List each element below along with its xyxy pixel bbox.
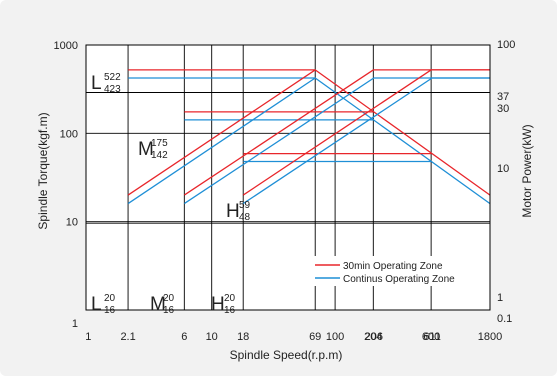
gear-upper-value: 20 <box>163 293 175 304</box>
x-tick-label: 600 <box>422 331 440 343</box>
x-tick-label: 100 <box>326 331 344 343</box>
x-tick-label: 69 <box>309 331 321 343</box>
x-tick-label: 204 <box>364 331 382 343</box>
legend-label: Continus Operating Zone <box>343 274 455 285</box>
gear-upper-value: 20 <box>104 293 116 304</box>
gear-lower-value: 16 <box>163 305 175 316</box>
legend: 30min Operating Zone Continus Operating Z… <box>312 256 476 286</box>
gear-lower-value: 48 <box>239 212 251 223</box>
x-tick-label: 10 <box>206 331 218 343</box>
gear-letter: H <box>226 201 240 222</box>
gear-letter: M <box>138 139 154 160</box>
gear-upper-value: 522 <box>104 72 121 83</box>
y2-tick-label: 10 <box>497 163 509 175</box>
x-tick-label: 2.1 <box>120 331 135 343</box>
series-line <box>127 77 316 205</box>
y2-tick-label: 1 <box>497 292 503 304</box>
legend-box <box>312 256 476 286</box>
gear-lower-value: 16 <box>224 305 236 316</box>
x-tick-label: 611 <box>423 331 441 343</box>
y2-tick-label: 37 <box>497 91 509 103</box>
gear-lower-value: 16 <box>104 305 116 316</box>
x-tick-label: 1 <box>85 331 91 343</box>
y-tick-label: 100 <box>60 128 78 140</box>
x-tick-label: 6 <box>181 331 187 343</box>
y-tick-label: 1000 <box>54 40 78 52</box>
gear-upper-value: 175 <box>151 138 168 149</box>
x-tick-label: 1800 <box>478 331 502 343</box>
y-tick-label: 1 <box>72 318 78 330</box>
gear-letter: L <box>91 73 102 94</box>
x-tick-label: 18 <box>237 331 249 343</box>
gear-letter: M <box>150 294 166 315</box>
gear-lower-value: 423 <box>104 84 121 95</box>
legend-label: 30min Operating Zone <box>343 261 443 272</box>
y2-tick-label: 30 <box>497 103 509 115</box>
y2-tick-label: 0.1 <box>497 313 512 325</box>
series-line <box>242 77 490 205</box>
series-line <box>127 69 316 196</box>
gear-letter: H <box>211 294 225 315</box>
series-line <box>242 69 490 196</box>
gear-upper-value: 59 <box>239 200 251 211</box>
x-axis-label: Spindle Speed(r.p.m) <box>230 348 343 362</box>
y-tick-label: 10 <box>66 217 78 229</box>
plot-border <box>85 44 491 311</box>
y-axis-label: Spindle Torque(kgf.m) <box>36 112 50 229</box>
gear-letter: L <box>91 294 102 315</box>
y2-tick-label: 100 <box>497 39 515 51</box>
x-tick-label: 206 <box>365 331 383 343</box>
series-lines <box>127 69 491 205</box>
y2-axis-label: Motor Power(kW) <box>520 124 534 217</box>
gear-upper-value: 20 <box>224 293 236 304</box>
gear-lower-value: 142 <box>151 150 168 161</box>
